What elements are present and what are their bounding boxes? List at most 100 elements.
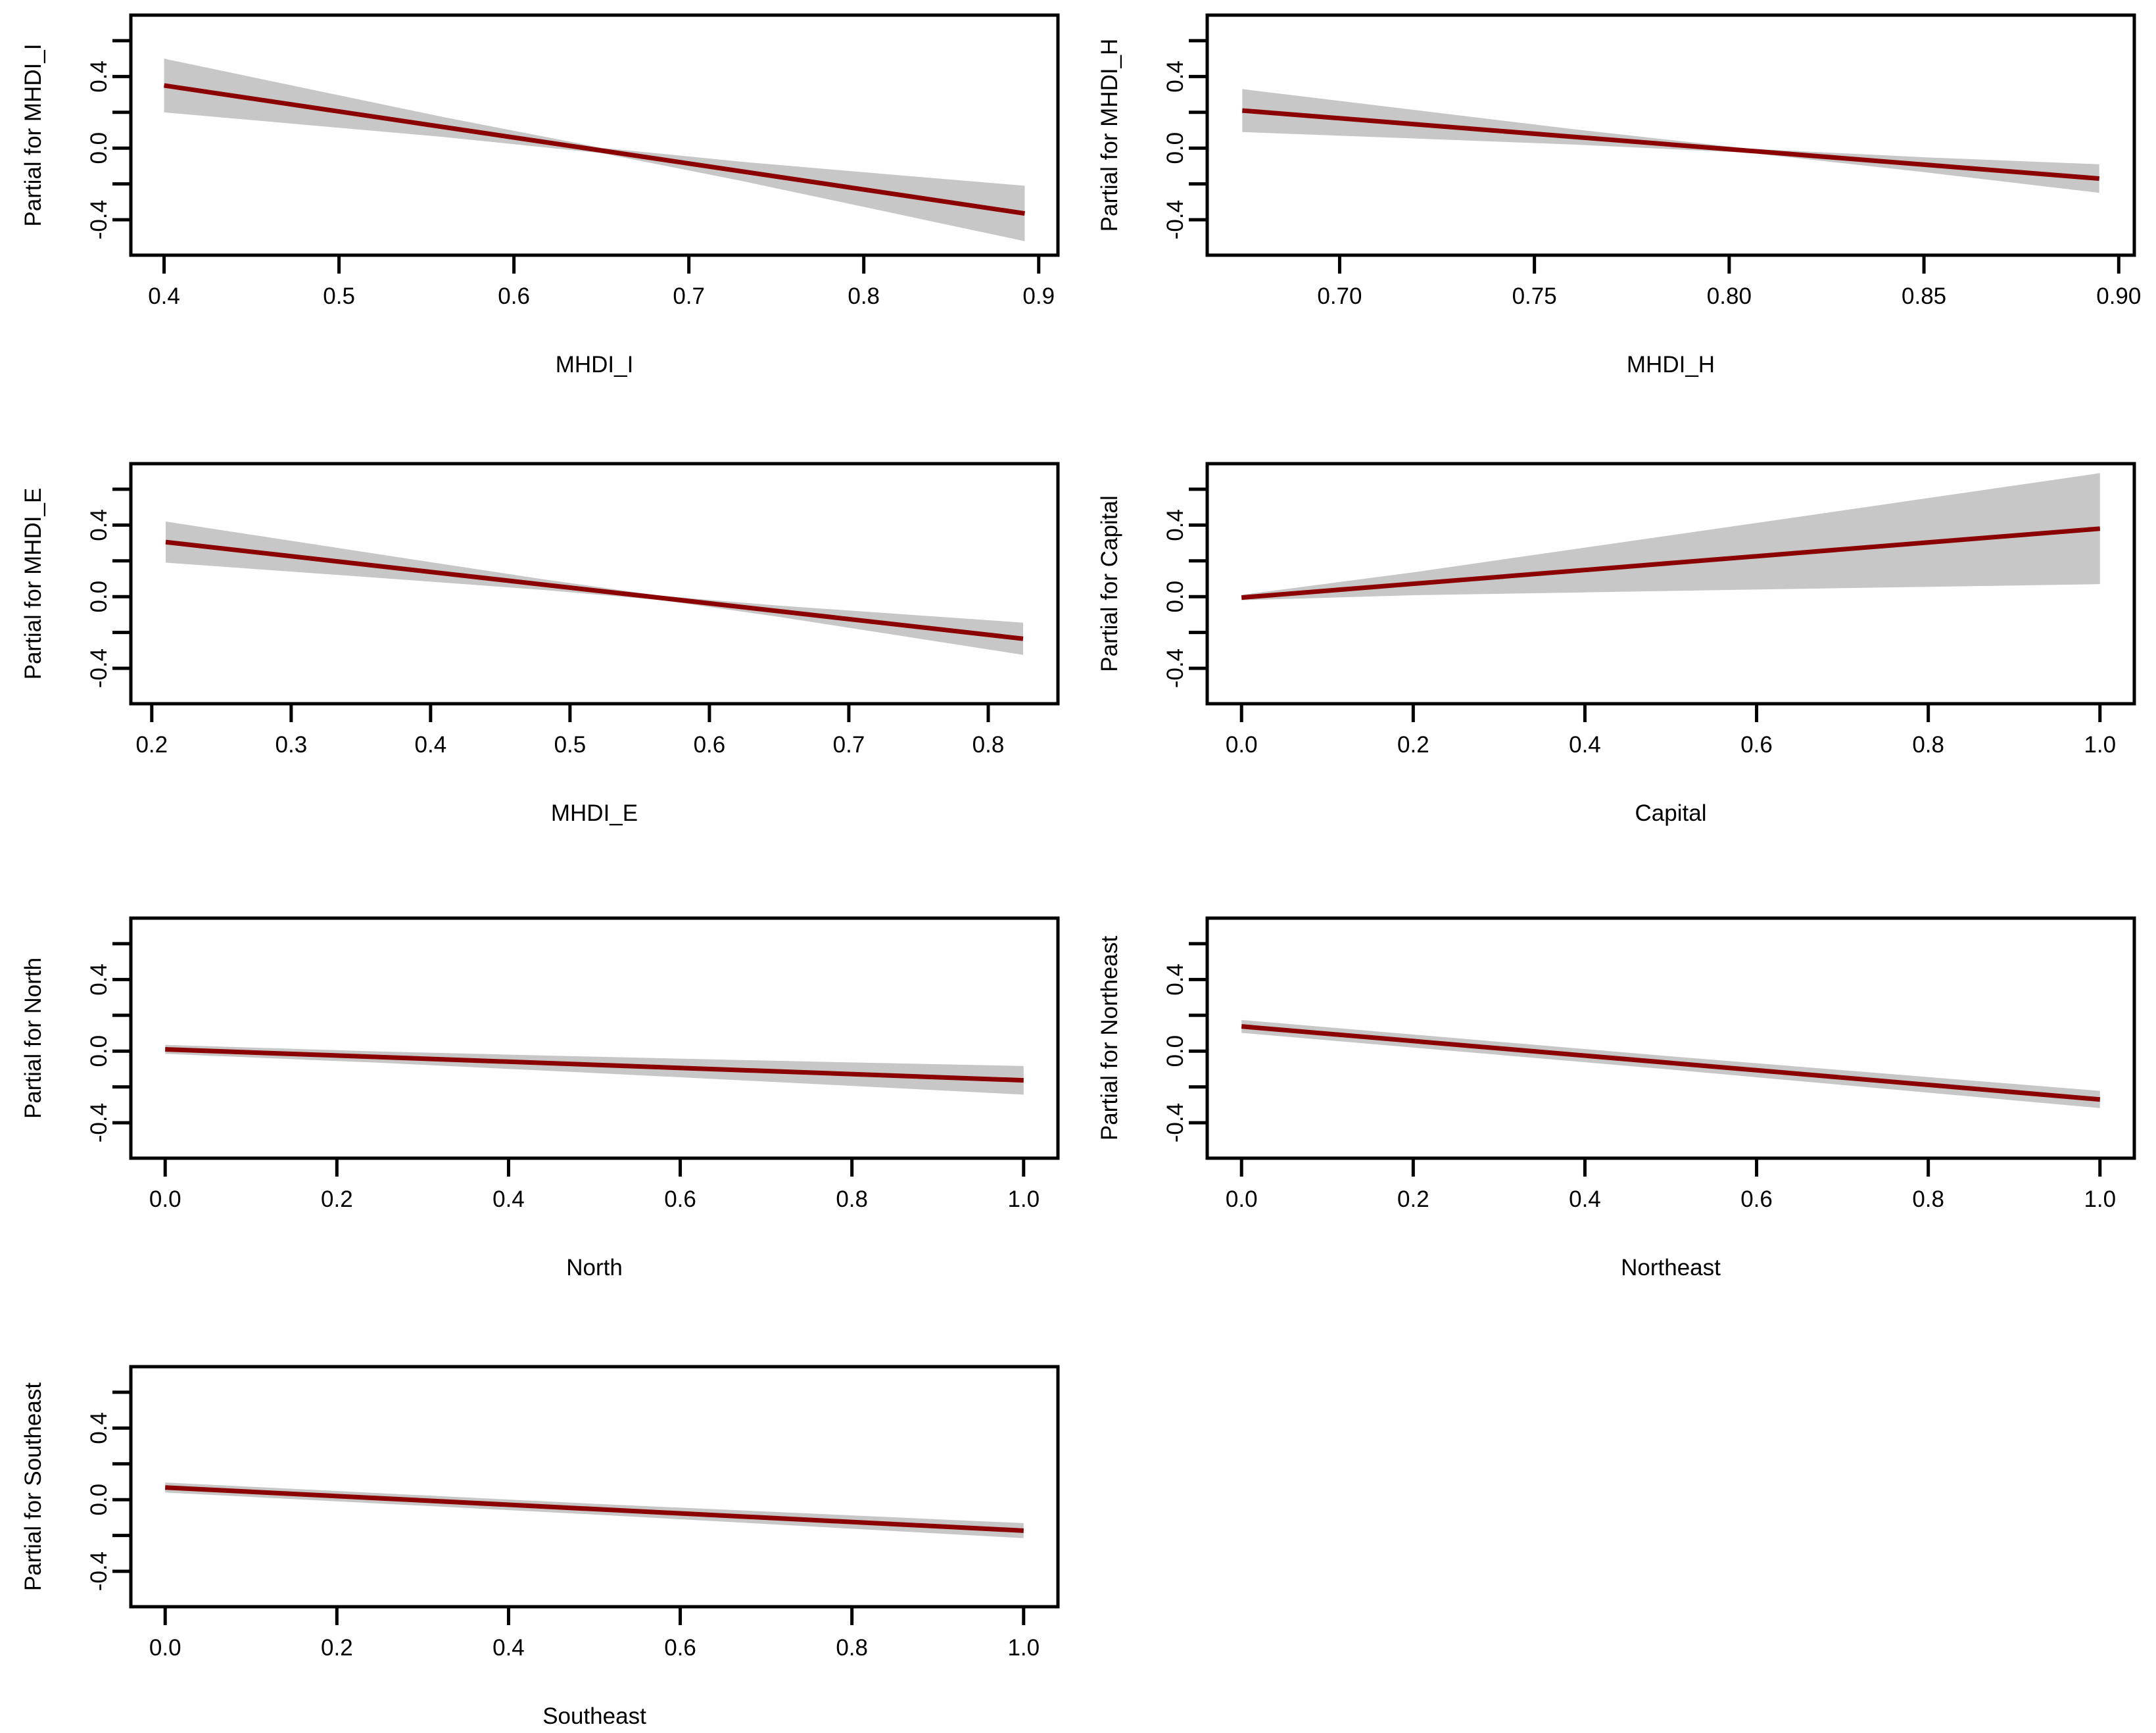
plot-box [1205,462,2136,706]
x-tick-label: 0.3 [275,732,308,758]
x-axis-title: MHDI_H [1627,352,1715,378]
x-tick-label: 0.0 [149,1186,181,1212]
x-tick-label: 0.8 [1912,732,1944,758]
y-axis-title: Partial for MHDI_I [20,43,46,226]
plot-svg: -0.4 0.0 0.4 0.0 0.2 0.4 0.6 0.8 1.0 Southeast Par… [20,1365,1060,1729]
fitted-line [1242,108,2099,181]
x-tick-label: 0.85 [1902,283,1946,309]
y-tick-label: 0.0 [1162,132,1188,164]
x-tick-label: 0.4 [148,283,180,309]
x-tick-label: 0.2 [135,732,168,758]
plot-box [129,916,1060,1160]
y-axis-title: Partial for MHDI_H [1097,39,1122,232]
plot-box [129,462,1060,706]
x-tick-label: 0.2 [1397,732,1429,758]
x-tick-label: 0.80 [1707,283,1752,309]
plot-svg: -0.4 0.0 0.4 0.0 0.2 0.4 0.6 0.8 1.0 Capital Parti… [1097,462,2136,826]
plot-panel: -0.4 0.0 0.4 0.0 0.2 0.4 0.6 0.8 1.0 Capital Parti… [1076,449,2156,830]
plot-panel: -0.4 0.0 0.4 0.4 0.5 0.6 0.7 0.8 0.9 MHDI_I Partia… [0,0,1080,381]
y-axis-title: Partial for North [20,958,46,1119]
y-axis-title: Partial for Southeast [20,1382,46,1591]
y-axis-title: Partial for MHDI_E [20,488,46,680]
x-tick-label: 0.4 [492,1635,525,1661]
fitted-line [165,1047,1024,1083]
y-tick-label: -0.4 [86,1103,112,1142]
y-tick-label: 0.4 [1162,964,1188,996]
x-tick-label: 0.8 [972,732,1005,758]
y-tick-label: 0.0 [86,581,112,613]
x-axis-title: Southeast [542,1703,646,1729]
y-tick-label: -0.4 [86,1551,112,1591]
y-tick-label: 0.0 [86,1484,112,1516]
x-tick-label: 0.8 [836,1186,868,1212]
y-tick-label: -0.4 [86,200,112,239]
x-tick-label: 0.90 [2096,283,2141,309]
y-tick-label: 0.0 [86,132,112,164]
x-axis-title: MHDI_E [551,800,638,826]
y-tick-label: 0.4 [1162,509,1188,541]
x-axis-title: Capital [1635,800,1707,826]
x-tick-label: 0.8 [848,283,880,309]
x-tick-label: 0.5 [323,283,355,309]
plot-panel: -0.4 0.0 0.4 0.0 0.2 0.4 0.6 0.8 1.0 Southeast Par… [0,1352,1080,1733]
plot-panel: -0.4 0.0 0.4 0.0 0.2 0.4 0.6 0.8 1.0 Northeast Par… [1076,903,2156,1284]
x-tick-label: 0.70 [1317,283,1362,309]
plot-svg: -0.4 0.0 0.4 0.4 0.5 0.6 0.7 0.8 0.9 MHDI_I Partia… [20,13,1060,378]
y-tick-label: 0.4 [86,964,112,996]
x-tick-label: 0.2 [321,1186,353,1212]
y-tick-label: 0.0 [86,1035,112,1067]
plot-panel: -0.4 0.0 0.4 0.0 0.2 0.4 0.6 0.8 1.0 North Partial… [0,903,1080,1284]
y-axis-title: Partial for Northeast [1097,936,1122,1141]
y-tick-label: -0.4 [1162,200,1188,239]
x-tick-label: 0.4 [415,732,447,758]
x-tick-label: 0.0 [1226,732,1258,758]
plot-box [129,13,1060,257]
y-tick-label: -0.4 [1162,648,1188,688]
y-tick-label: -0.4 [1162,1103,1188,1142]
y-tick-label: 0.4 [86,509,112,541]
x-tick-label: 0.6 [694,732,726,758]
x-tick-label: 0.6 [1740,732,1773,758]
x-axis-title: MHDI_I [556,352,634,378]
x-tick-label: 0.9 [1022,283,1055,309]
x-tick-label: 0.4 [1569,1186,1601,1212]
x-tick-label: 0.2 [1397,1186,1429,1212]
fitted-line [1241,526,2101,600]
fitted-line [165,539,1024,641]
plot-box [129,1365,1060,1609]
x-tick-label: 1.0 [2084,732,2116,758]
plot-svg: -0.4 0.0 0.4 0.2 0.3 0.4 0.5 0.6 0.7 0.8 MHDI_E Par… [20,462,1060,826]
plot-svg: -0.4 0.0 0.4 0.70 0.75 0.80 0.85 0.90 MHDI_H Part… [1097,13,2141,378]
x-tick-label: 0.0 [149,1635,181,1661]
confidence-band [1242,89,2099,193]
x-axis-title: Northeast [1621,1255,1721,1281]
x-tick-label: 0.75 [1512,283,1557,309]
x-tick-label: 0.4 [492,1186,525,1212]
y-tick-label: 0.0 [1162,1035,1188,1067]
x-tick-label: 0.2 [321,1635,353,1661]
x-tick-label: 1.0 [1007,1635,1040,1661]
plot-panel: -0.4 0.0 0.4 0.70 0.75 0.80 0.85 0.90 MHDI_H Part… [1076,0,2156,381]
x-tick-label: 0.8 [1912,1186,1944,1212]
x-tick-label: 0.6 [498,283,530,309]
y-axis-title: Partial for Capital [1097,495,1122,671]
plot-panel: -0.4 0.0 0.4 0.2 0.3 0.4 0.5 0.6 0.7 0.8 MHDI_E Par… [0,449,1080,830]
plot-svg: -0.4 0.0 0.4 0.0 0.2 0.4 0.6 0.8 1.0 North Partial… [20,916,1060,1281]
y-tick-label: 0.4 [86,1412,112,1444]
x-tick-label: 0.8 [836,1635,868,1661]
fitted-line [164,83,1025,216]
x-tick-label: 1.0 [1007,1186,1040,1212]
x-tick-label: 0.6 [1740,1186,1773,1212]
y-tick-label: 0.4 [86,61,112,93]
confidence-band [1241,473,2100,600]
y-tick-label: 0.4 [1162,61,1188,93]
x-tick-label: 0.0 [1226,1186,1258,1212]
x-tick-label: 0.6 [664,1635,696,1661]
plot-box [1205,916,2136,1160]
plot-box [1205,13,2136,257]
x-tick-label: 0.7 [673,283,705,309]
x-tick-label: 1.0 [2084,1186,2116,1212]
x-tick-label: 0.5 [554,732,587,758]
x-tick-label: 0.6 [664,1186,696,1212]
